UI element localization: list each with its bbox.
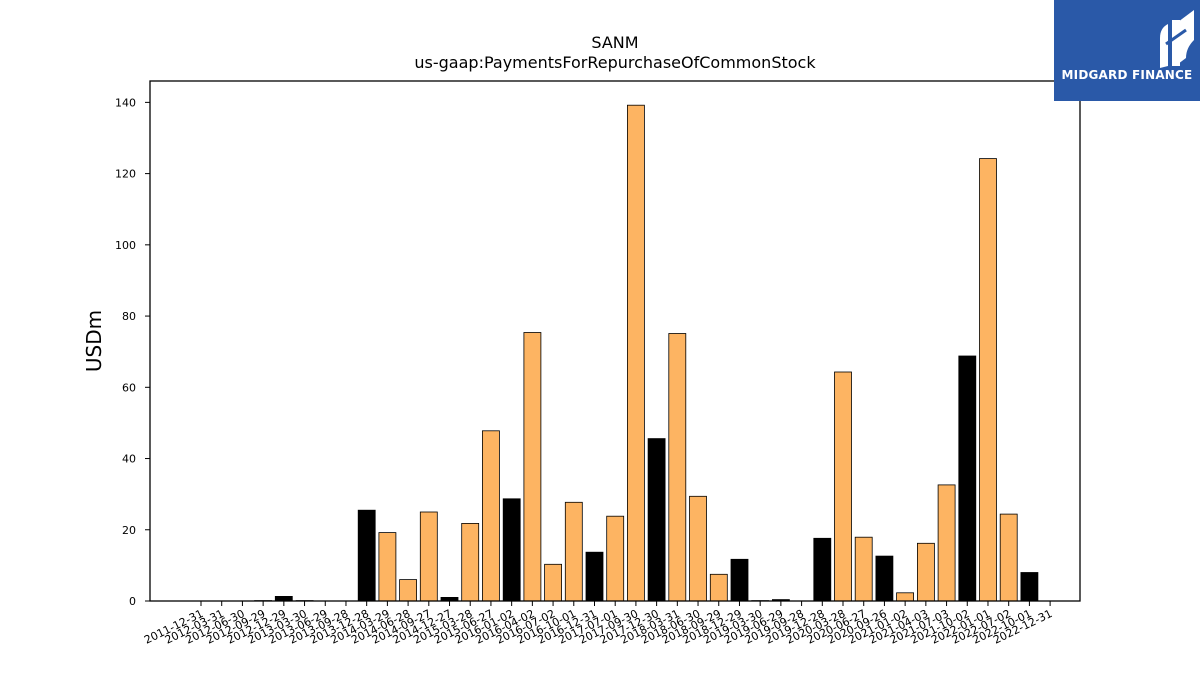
bar — [399, 579, 418, 602]
bar — [627, 104, 645, 602]
y-axis-label: USDm — [82, 310, 106, 372]
bar — [481, 430, 500, 602]
bar — [875, 555, 894, 602]
y-tick-label: 140 — [115, 96, 136, 109]
bar — [564, 501, 583, 602]
bar — [357, 509, 376, 602]
bar — [544, 563, 562, 602]
bar — [647, 438, 666, 602]
bar — [689, 495, 707, 602]
bar — [419, 511, 438, 602]
bar — [834, 371, 852, 602]
y-tick-label: 0 — [129, 595, 136, 608]
x-axis-ticks: 2011-12-312012-03-312012-06-302012-09-29… — [142, 601, 1054, 647]
bar — [585, 551, 604, 602]
bars-group — [254, 104, 1039, 602]
bar — [937, 484, 956, 602]
bar — [854, 536, 873, 602]
y-tick-label: 120 — [115, 168, 136, 181]
brand-logo: MIDGARD FINANCE — [1054, 0, 1200, 101]
y-tick-label: 100 — [115, 239, 136, 252]
bar — [813, 537, 832, 602]
brand-name: MIDGARD FINANCE — [1061, 68, 1193, 82]
bar — [274, 596, 293, 602]
y-axis-ticks: 0 20 40 60 80 100 120 140 — [115, 96, 150, 608]
chart-title: SANM — [591, 33, 638, 52]
y-tick-label: 60 — [122, 381, 136, 394]
y-tick-label: 40 — [122, 453, 136, 466]
bar — [668, 333, 687, 602]
bar — [730, 558, 749, 602]
bar — [523, 332, 542, 602]
y-tick-label: 20 — [122, 524, 136, 537]
bar — [999, 513, 1018, 602]
bar — [606, 515, 625, 602]
midgard-logo-icon — [1160, 10, 1194, 68]
bar — [979, 158, 997, 602]
bar — [1020, 572, 1039, 602]
bar — [958, 355, 977, 602]
plot-frame — [149, 80, 1081, 602]
chart-subtitle: us-gaap:PaymentsForRepurchaseOfCommonSto… — [414, 53, 816, 72]
bar — [896, 592, 914, 602]
bar — [461, 523, 480, 602]
bar — [502, 498, 521, 602]
bar — [709, 573, 728, 602]
bar — [378, 532, 397, 602]
y-tick-label: 80 — [122, 310, 136, 323]
bar — [917, 542, 935, 602]
